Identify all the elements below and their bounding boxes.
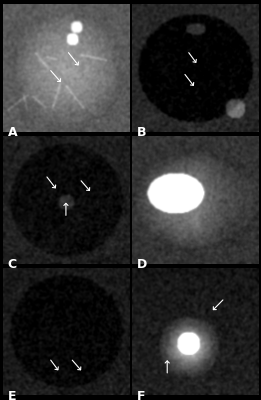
Text: B: B	[137, 126, 146, 139]
Text: F: F	[137, 390, 145, 400]
Text: D: D	[137, 258, 147, 271]
Text: A: A	[8, 126, 17, 139]
Text: E: E	[8, 390, 16, 400]
Text: C: C	[8, 258, 17, 271]
